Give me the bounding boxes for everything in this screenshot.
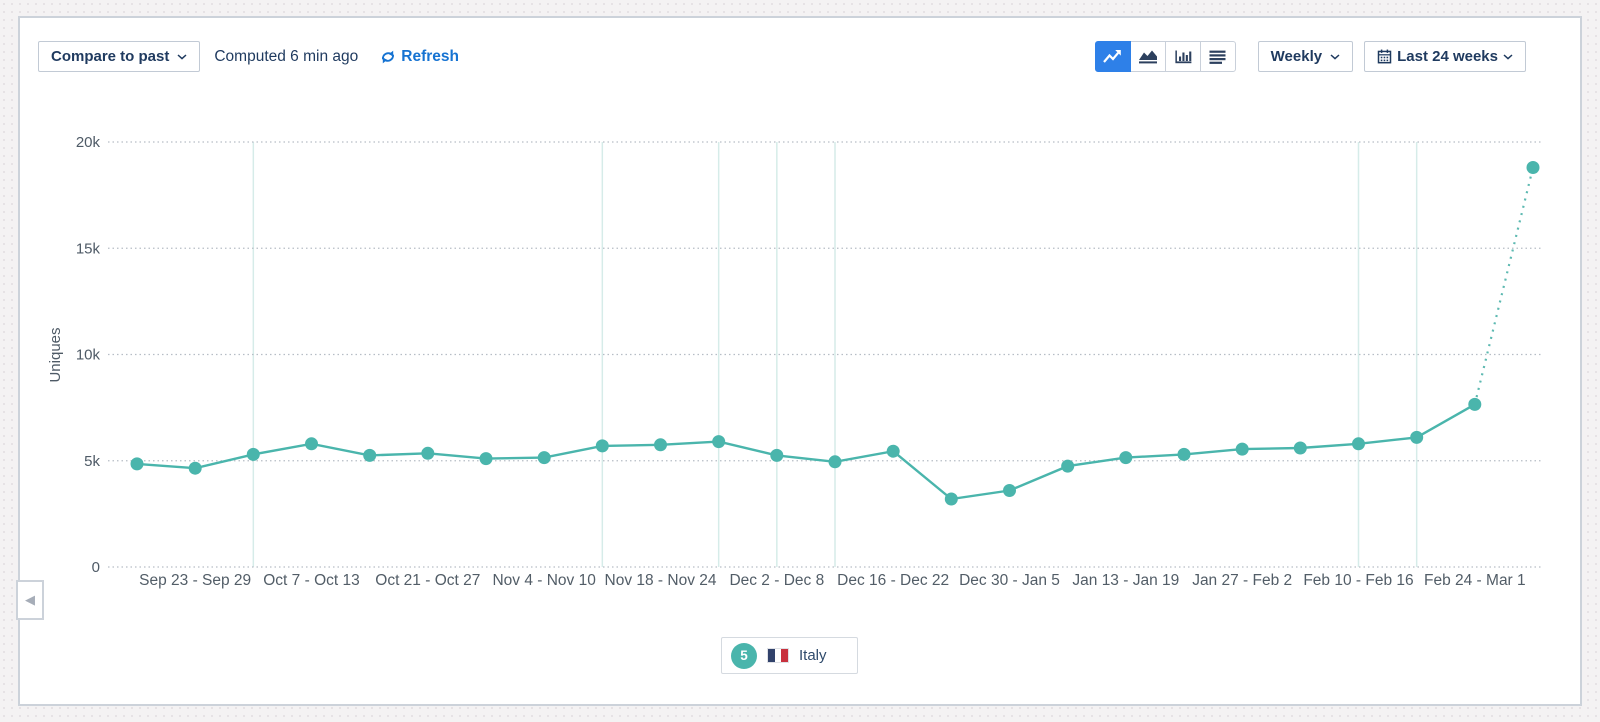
collapse-left-arrow-icon: ◀ — [25, 592, 35, 607]
x-tick-label: Feb 10 - Feb 16 — [1303, 572, 1413, 589]
y-tick-label: 5k — [84, 453, 100, 470]
data-point[interactable] — [305, 437, 318, 451]
table-view-icon — [1209, 50, 1226, 64]
data-point[interactable] — [770, 448, 784, 462]
data-point[interactable] — [363, 448, 377, 462]
y-tick-label: 20k — [76, 134, 101, 151]
data-point[interactable] — [1468, 397, 1482, 411]
x-tick-label: Oct 21 - Oct 27 — [375, 572, 480, 589]
x-tick-label: Feb 24 - Mar 1 — [1424, 572, 1526, 589]
refresh-link[interactable]: Refresh — [380, 48, 459, 66]
data-point[interactable] — [1177, 447, 1191, 461]
calendar-icon — [1377, 49, 1392, 64]
data-point[interactable] — [1526, 161, 1540, 174]
data-point[interactable] — [1410, 430, 1424, 444]
x-tick-label: Nov 18 - Nov 24 — [605, 572, 717, 589]
refresh-label: Refresh — [401, 47, 459, 65]
chevron-down-icon — [1330, 53, 1340, 60]
legend-item-italy[interactable]: 5 Italy — [721, 637, 858, 674]
data-point[interactable] — [188, 461, 202, 475]
x-tick-label: Dec 30 - Jan 5 — [959, 572, 1060, 589]
data-point[interactable] — [1352, 437, 1365, 451]
x-tick-label: Dec 2 - Dec 8 — [729, 572, 824, 589]
interval-label: Weekly — [1270, 48, 1323, 65]
series-projection-line — [1473, 167, 1535, 405]
bar-chart-button[interactable] — [1164, 41, 1201, 72]
x-tick-label: Nov 4 - Nov 10 — [492, 572, 596, 589]
legend-label: Italy — [799, 647, 827, 664]
data-point[interactable] — [1003, 484, 1016, 497]
data-point[interactable] — [595, 439, 609, 453]
chevron-down-icon — [177, 53, 187, 60]
data-point[interactable] — [130, 457, 144, 471]
data-point[interactable] — [1119, 451, 1133, 465]
compare-to-past-label: Compare to past — [51, 48, 170, 65]
interval-dropdown[interactable]: Weekly — [1257, 41, 1354, 72]
x-tick-label: Dec 16 - Dec 22 — [837, 572, 949, 589]
data-point[interactable] — [1061, 459, 1075, 473]
data-point[interactable] — [1235, 442, 1249, 456]
area-chart-icon — [1138, 50, 1157, 64]
refresh-icon — [382, 50, 395, 63]
toolbar-right: Weekly Last 24 weeks — [1094, 41, 1526, 72]
series-rank-badge: 5 — [731, 642, 757, 669]
table-view-button[interactable] — [1199, 41, 1236, 72]
x-tick-label: Oct 7 - Oct 13 — [263, 572, 359, 589]
computed-timestamp: Computed 6 min ago — [214, 47, 359, 65]
data-point[interactable] — [886, 444, 900, 458]
data-point[interactable] — [479, 452, 493, 466]
series-line — [136, 403, 1476, 501]
chevron-down-icon — [1503, 53, 1513, 60]
area-chart-button[interactable] — [1129, 41, 1166, 72]
analytics-panel — [18, 16, 1582, 706]
y-tick-label: 0 — [92, 559, 100, 576]
compare-to-past-button[interactable]: Compare to past — [38, 41, 201, 72]
data-point[interactable] — [944, 492, 958, 506]
chart-type-toggle-group — [1094, 41, 1236, 72]
y-tick-label: 15k — [76, 240, 101, 257]
x-tick-label: Sep 23 - Sep 29 — [139, 572, 251, 589]
date-range-dropdown[interactable]: Last 24 weeks — [1364, 41, 1526, 72]
data-point[interactable] — [712, 435, 726, 449]
y-tick-label: 10k — [76, 347, 101, 364]
x-tick-label: Jan 27 - Feb 2 — [1192, 572, 1292, 589]
x-tick-label: Jan 13 - Jan 19 — [1072, 572, 1179, 589]
uniques-line-chart: 20k 15k 10k 5k 0 Uniques Sep 23 - Sep 29 Oct 7 … — [47, 134, 1542, 589]
data-point[interactable] — [654, 438, 667, 452]
bar-chart-icon — [1175, 50, 1192, 64]
y-axis-title: Uniques — [47, 327, 64, 382]
data-point[interactable] — [537, 451, 551, 465]
toolbar-left: Compare to past Computed 6 min ago Refre… — [38, 41, 459, 72]
italy-flag-icon — [767, 648, 789, 663]
data-point[interactable] — [421, 446, 435, 460]
line-chart-icon — [1103, 50, 1121, 63]
collapse-panel-tab[interactable]: ◀ — [16, 580, 44, 620]
line-chart-button[interactable] — [1094, 41, 1131, 72]
data-point[interactable] — [1293, 441, 1307, 455]
data-point[interactable] — [246, 447, 260, 461]
date-range-label: Last 24 weeks — [1397, 48, 1498, 65]
data-point[interactable] — [828, 455, 842, 469]
